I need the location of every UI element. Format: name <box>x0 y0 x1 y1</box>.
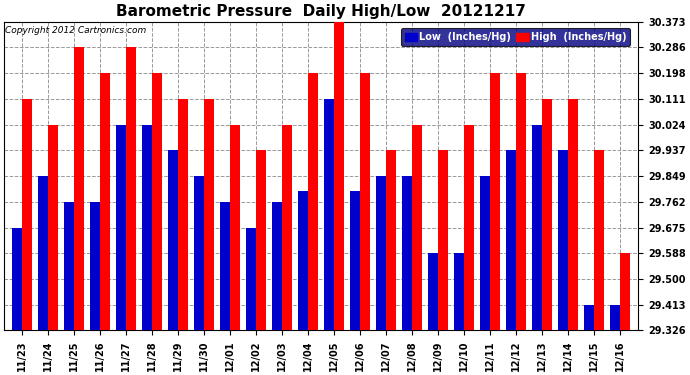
Bar <box>620 253 630 330</box>
Bar <box>438 150 448 330</box>
Bar <box>542 99 552 330</box>
Title: Barometric Pressure  Daily High/Low  20121217: Barometric Pressure Daily High/Low 20121… <box>117 4 526 19</box>
Bar <box>558 150 568 330</box>
Bar <box>308 74 318 330</box>
Bar <box>298 191 308 330</box>
Bar <box>351 191 360 330</box>
Bar <box>480 176 490 330</box>
Bar <box>516 74 526 330</box>
Bar <box>90 202 100 330</box>
Bar <box>360 74 370 330</box>
Bar <box>490 74 500 330</box>
Bar <box>610 305 620 330</box>
Bar <box>126 47 136 330</box>
Bar <box>246 228 256 330</box>
Bar <box>22 99 32 330</box>
Bar <box>256 150 266 330</box>
Bar <box>506 150 516 330</box>
Bar <box>220 202 230 330</box>
Bar <box>178 99 188 330</box>
Bar <box>64 202 75 330</box>
Bar <box>568 99 578 330</box>
Bar <box>412 124 422 330</box>
Bar <box>464 124 474 330</box>
Bar <box>168 150 178 330</box>
Bar <box>142 124 152 330</box>
Bar <box>402 176 412 330</box>
Text: Copyright 2012 Cartronics.com: Copyright 2012 Cartronics.com <box>6 26 147 35</box>
Bar <box>230 124 240 330</box>
Bar <box>386 150 396 330</box>
Bar <box>532 124 542 330</box>
Bar <box>334 22 344 330</box>
Bar <box>428 253 438 330</box>
Bar <box>204 99 214 330</box>
Bar <box>195 176 204 330</box>
Bar <box>282 124 292 330</box>
Bar <box>454 253 464 330</box>
Bar <box>100 74 110 330</box>
Bar <box>376 176 386 330</box>
Bar <box>39 176 48 330</box>
Bar <box>273 202 282 330</box>
Legend: Low  (Inches/Hg), High  (Inches/Hg): Low (Inches/Hg), High (Inches/Hg) <box>401 28 631 46</box>
Bar <box>117 124 126 330</box>
Bar <box>584 305 594 330</box>
Bar <box>152 74 162 330</box>
Bar <box>48 124 58 330</box>
Bar <box>324 99 334 330</box>
Bar <box>12 228 22 330</box>
Bar <box>594 150 604 330</box>
Bar <box>75 47 84 330</box>
